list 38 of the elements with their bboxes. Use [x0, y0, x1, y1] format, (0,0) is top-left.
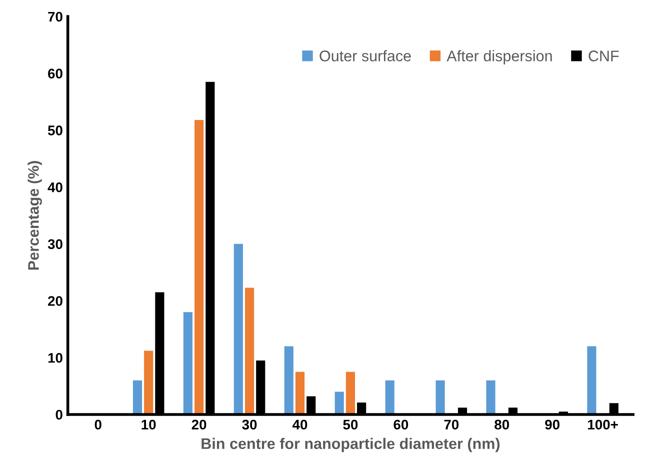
y-tick-label: 60 [48, 68, 62, 79]
y-tick-label: 30 [48, 239, 62, 250]
bar [183, 312, 192, 414]
bar [284, 346, 294, 414]
x-tick-label: 80 [494, 420, 510, 430]
bar [346, 372, 355, 414]
bar [194, 120, 204, 414]
y-tick-label: 70 [48, 12, 62, 22]
x-tick-label: 40 [292, 420, 308, 430]
bar [587, 346, 596, 414]
x-tick-label: 50 [343, 420, 358, 430]
y-tick-label: 40 [48, 182, 62, 192]
x-axis-title: Bin centre for nanoparticle diameter (nm) [202, 438, 500, 452]
bar [132, 380, 142, 414]
y-tick-label: 50 [48, 126, 62, 136]
y-tick-label: 10 [48, 352, 62, 363]
x-tick-label: 20 [192, 420, 206, 430]
bar [334, 392, 344, 414]
y-tick-label: 20 [48, 296, 62, 306]
bar [385, 380, 394, 414]
bar [144, 350, 154, 414]
x-tick-label: 10 [142, 420, 156, 430]
x-tick-label: 70 [444, 420, 459, 430]
legend-label: After dispersion [446, 50, 552, 64]
x-tick-label: 100+ [588, 420, 618, 430]
legend-label: Outer surface [320, 50, 411, 62]
bar [436, 380, 445, 414]
x-tick-label: 30 [242, 420, 257, 430]
y-axis-title: Percentage (%) [28, 161, 42, 270]
bar [244, 288, 254, 414]
x-tick-label: 60 [394, 420, 408, 430]
x-tick-label: 0 [94, 420, 102, 430]
legend-label: CNF [588, 50, 619, 62]
bar [486, 380, 496, 414]
x-tick-label: 90 [545, 420, 560, 430]
y-tick-label: 0 [56, 410, 62, 420]
bar [295, 372, 305, 414]
bar [234, 244, 243, 414]
